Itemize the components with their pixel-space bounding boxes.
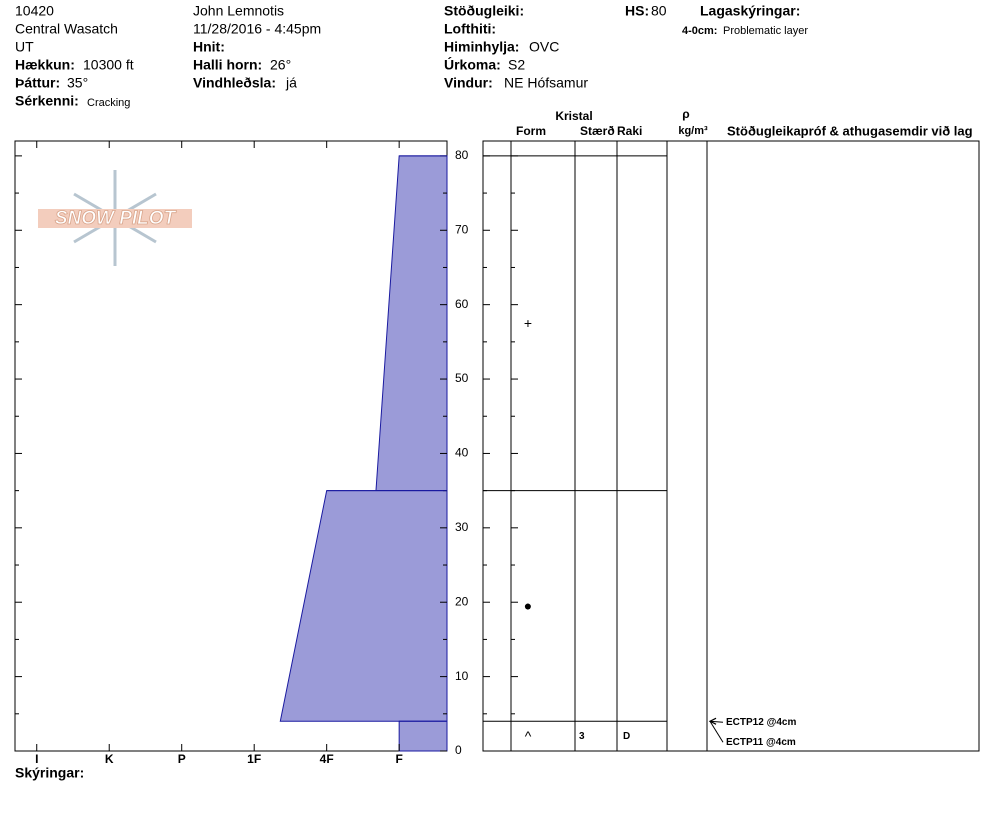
col-header: Kristal xyxy=(555,109,592,123)
col-header: Stöðugleikapróf & athugasemdir við lag xyxy=(727,123,973,138)
y-tick-label: 80 xyxy=(455,148,469,162)
test-arrow xyxy=(709,720,724,723)
label: Úrkoma: xyxy=(444,56,501,73)
value: já xyxy=(285,75,297,91)
label: Sérkenni: xyxy=(15,93,79,109)
arrow-head xyxy=(708,717,717,725)
value: S2 xyxy=(508,57,525,73)
test-arrow xyxy=(709,720,724,743)
grain-size: 3 xyxy=(579,731,585,742)
label: Þáttur: xyxy=(15,75,60,91)
y-tick-label: 0 xyxy=(455,743,462,757)
y-tick-label: 70 xyxy=(455,222,469,236)
value: NE Hófsamur xyxy=(504,75,588,91)
label: Hækkun: xyxy=(15,57,75,73)
y-tick-label: 40 xyxy=(455,446,469,460)
table-frame xyxy=(482,140,980,752)
label: Lagaskýringar: xyxy=(700,3,800,19)
value: 10300 ft xyxy=(83,57,134,73)
y-tick-label: 30 xyxy=(455,520,469,534)
label: Lofthiti: xyxy=(444,21,496,37)
label: Stöðugleiki: xyxy=(444,3,524,19)
hardness-layer xyxy=(398,720,448,752)
x-tick-label: I xyxy=(35,752,38,766)
logo-text: SNOW PILOT xyxy=(55,208,177,229)
x-tick-label: P xyxy=(178,752,186,766)
label: HS: xyxy=(625,3,649,19)
pit-id: 10420 xyxy=(15,3,54,19)
grain-form: + xyxy=(524,315,532,331)
value: 80 xyxy=(651,3,667,19)
moisture: D xyxy=(623,731,630,742)
label: Hnit: xyxy=(193,39,225,55)
location: Central Wasatch xyxy=(15,21,118,37)
value: 35° xyxy=(67,75,88,91)
col-header: ρ xyxy=(682,107,689,121)
datetime: 11/28/2016 - 4:45pm xyxy=(193,21,321,37)
label: Halli horn: xyxy=(193,57,262,73)
col-header: Raki xyxy=(617,124,642,138)
label: Vindur: xyxy=(444,75,493,91)
col-header: Stærð xyxy=(580,124,615,138)
y-tick-label: 60 xyxy=(455,297,469,311)
state: UT xyxy=(15,39,34,55)
label: Himinhylja: xyxy=(444,39,519,55)
col-header: kg/m³ xyxy=(678,125,708,137)
stability-test: ECTP12 @4cm xyxy=(726,717,796,728)
x-tick-label: F xyxy=(395,752,402,766)
x-tick-label: 4F xyxy=(320,752,334,766)
observer: John Lemnotis xyxy=(193,3,284,19)
value: Cracking xyxy=(87,97,130,109)
stability-test: ECTP11 @4cm xyxy=(726,737,796,748)
x-tick-label: K xyxy=(105,752,114,766)
notes-label: Skýringar: xyxy=(15,765,84,781)
y-tick-label: 10 xyxy=(455,669,469,683)
y-tick-label: 20 xyxy=(455,594,469,608)
logo: SNOW PILOT xyxy=(38,170,192,266)
col-header: Form xyxy=(516,124,546,138)
grain-form: ● xyxy=(524,598,532,614)
grain-form: ^ xyxy=(525,728,532,744)
value: 26° xyxy=(270,57,291,73)
x-tick-label: 1F xyxy=(247,752,261,766)
layer-note-range: 4-0cm: xyxy=(682,25,717,37)
value: OVC xyxy=(529,39,559,55)
label: Vindhleðsla: xyxy=(193,75,276,91)
y-tick-label: 50 xyxy=(455,371,469,385)
layer-note-text: Problematic layer xyxy=(723,25,808,37)
